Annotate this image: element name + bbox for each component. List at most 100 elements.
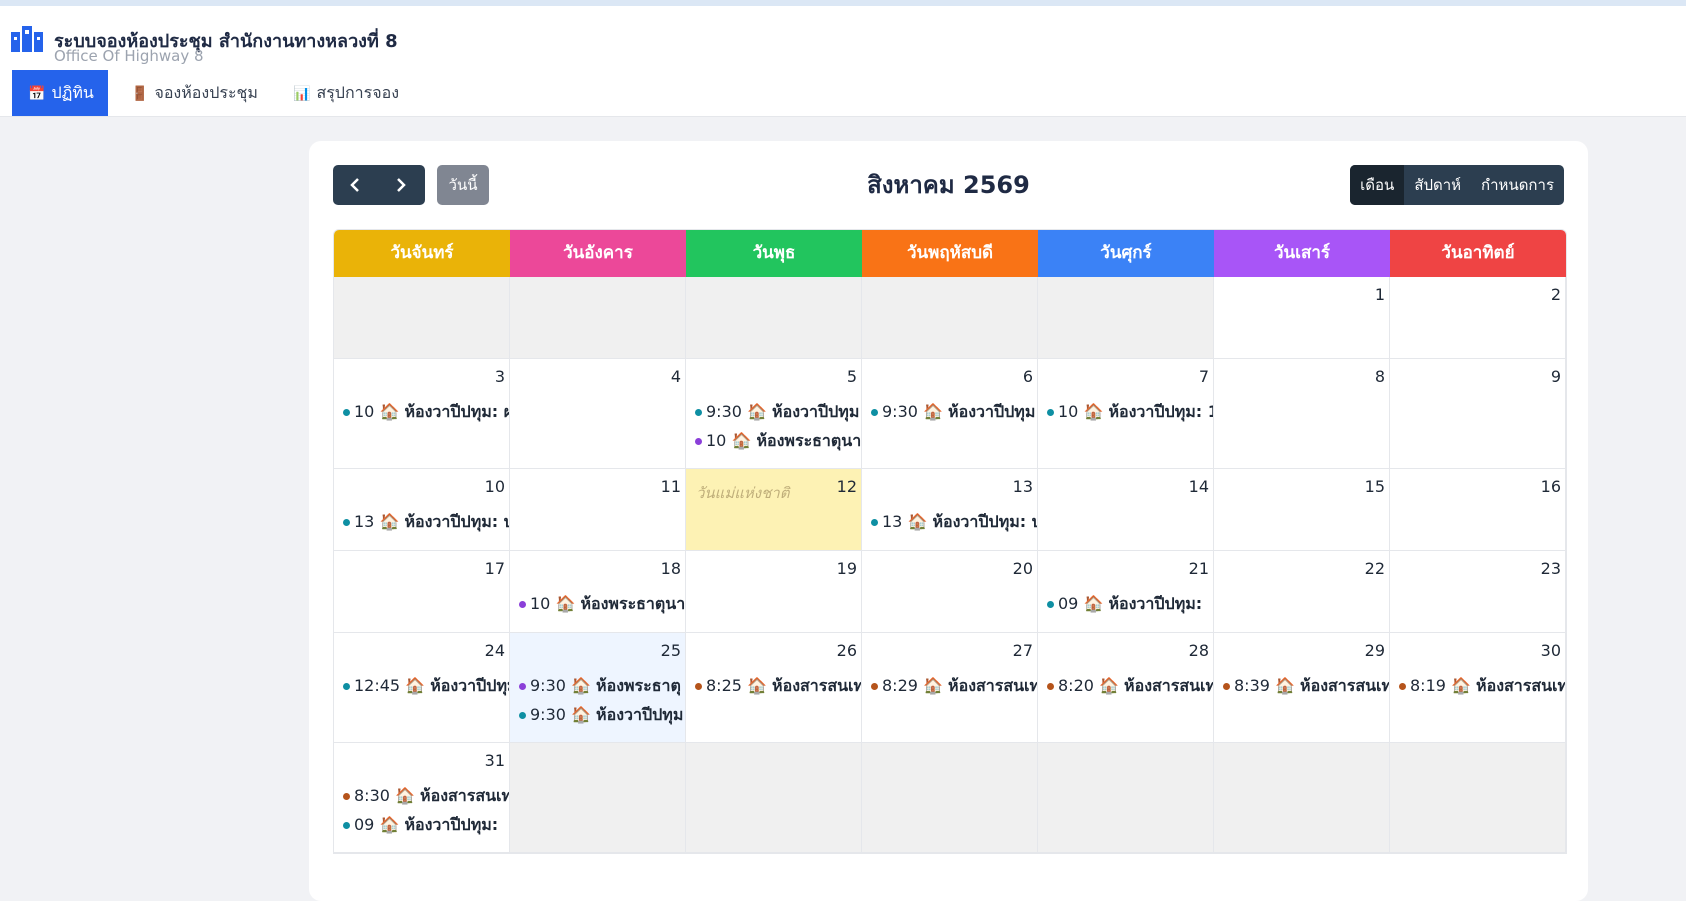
event-dot [519, 601, 526, 608]
nav-tab[interactable]: 🚪 จองห้องประชุม [115, 70, 272, 116]
event-dot [695, 409, 702, 416]
event[interactable]: 10 🏠 ห้องวาปีปทุม: ผ [343, 397, 509, 426]
day-cell[interactable]: 1 [1214, 277, 1390, 359]
event[interactable]: 10 🏠 ห้องวาปีปทุม: 1 [1047, 397, 1213, 426]
event[interactable]: 10 🏠 ห้องพระธาตุนา [519, 589, 685, 618]
event[interactable]: 12:45 🏠 ห้องวาปีปทุม [343, 671, 509, 700]
day-cell[interactable]: 13 13 🏠 ห้องวาปีปทุม: บ [862, 469, 1038, 551]
event-list: 10 🏠 ห้องวาปีปทุม: 1 [1047, 397, 1213, 426]
event-time: 10 [530, 594, 551, 613]
day-cell[interactable]: 29 8:39 🏠 ห้องสารสนเทศ [1214, 633, 1390, 743]
house-icon: 🏠 [1093, 676, 1125, 695]
nav-label[interactable]: สรุปการจอง [316, 83, 400, 102]
view-button[interactable]: กำหนดการ [1481, 176, 1554, 194]
event[interactable]: 8:25 🏠 ห้องสารสนเทศ [695, 671, 861, 700]
day-cell[interactable]: 21 09 🏠 ห้องวาปีปทุม: [1038, 551, 1214, 633]
day-cell [862, 743, 1038, 853]
day-cell[interactable]: 318:30 🏠 ห้องสารสนเทศ09 🏠 ห้องวาปีปทุม: [334, 743, 510, 853]
nav-bar: 📅 ปฏิทิน 🚪 จองห้องประชุม 📊 สรุปการจอง [0, 70, 1686, 117]
day-cell[interactable]: 23 [1390, 551, 1566, 633]
day-cell[interactable]: 24 12:45 🏠 ห้องวาปีปทุม [334, 633, 510, 743]
day-cell[interactable]: 9 [1390, 359, 1566, 469]
view-button[interactable]: เดือน [1350, 165, 1405, 205]
day-cell[interactable]: 20 [862, 551, 1038, 633]
event[interactable]: 8:20 🏠 ห้องสารสนเทศ [1047, 671, 1213, 700]
event-time: 10 [1058, 402, 1079, 421]
weekday-header: วันจันทร์ [334, 230, 510, 277]
day-cell[interactable]: 28 8:20 🏠 ห้องสารสนเทศ [1038, 633, 1214, 743]
day-number: 17 [484, 559, 505, 578]
day-cell[interactable]: 7 10 🏠 ห้องวาปีปทุม: 1 [1038, 359, 1214, 469]
event-list: 8:39 🏠 ห้องสารสนเทศ [1223, 671, 1389, 700]
day-cell[interactable]: 26 8:25 🏠 ห้องสารสนเทศ [686, 633, 862, 743]
day-cell[interactable]: 4 [510, 359, 686, 469]
event-room: ห้องวาปีปทุม [596, 705, 684, 724]
top-bar: ระบบจองห้องประชุม สำนักงานทางหลวงที่ 8 O… [0, 0, 1686, 70]
today-button[interactable]: วันนี้ [437, 165, 489, 205]
event-time: 8:29 [882, 676, 918, 695]
next-button[interactable] [395, 177, 407, 193]
day-cell[interactable]: 18 10 🏠 ห้องพระธาตุนา [510, 551, 686, 633]
event[interactable]: 9:30 🏠 ห้องวาปีปทุม [871, 397, 1037, 426]
house-icon: 🏠 [741, 676, 773, 695]
prev-next-buttons [333, 165, 425, 205]
day-cell[interactable]: 3 10 🏠 ห้องวาปีปทุม: ผ [334, 359, 510, 469]
event-room: ห้องวาปีปทุม: 1 [1108, 402, 1213, 421]
view-button[interactable]: สัปดาห์ [1414, 176, 1462, 194]
event[interactable]: 8:39 🏠 ห้องสารสนเทศ [1223, 671, 1389, 700]
day-cell[interactable]: 25 9:30 🏠 ห้องพระธาตุ 9:30 🏠 ห้องวาปีปทุม [510, 633, 686, 743]
day-cell[interactable]: 12 วันแม่แห่งชาติ [686, 469, 862, 551]
event-dot [871, 683, 878, 690]
day-cell[interactable]: 22 [1214, 551, 1390, 633]
day-cell[interactable]: 6 9:30 🏠 ห้องวาปีปทุม [862, 359, 1038, 469]
event[interactable]: 9:30 🏠 ห้องวาปีปทุม [695, 397, 861, 426]
day-cell[interactable]: 5 9:30 🏠 ห้องวาปีปทุม 10 🏠 ห้องพระธาตุนา [686, 359, 862, 469]
event-list: 9:30 🏠 ห้องวาปีปทุม [871, 397, 1037, 426]
house-icon: 🏠 [374, 402, 405, 421]
nav-tab[interactable]: 📅 ปฏิทิน [12, 70, 108, 116]
event-time: 10 [706, 431, 727, 450]
nav-icon: 📅 [28, 86, 46, 102]
day-cell[interactable]: 17 [334, 551, 510, 633]
day-cell[interactable]: 8 [1214, 359, 1390, 469]
event[interactable]: 09 🏠 ห้องวาปีปทุม: [1047, 589, 1213, 618]
house-icon: 🏠 [917, 402, 949, 421]
event[interactable]: 8:19 🏠 ห้องสารสนเทศ [1399, 671, 1565, 700]
day-number: 27 [1012, 641, 1033, 660]
day-number: 14 [1188, 477, 1209, 496]
event[interactable]: 8:29 🏠 ห้องสารสนเทศ [871, 671, 1037, 700]
event-dot [343, 409, 350, 416]
day-number: 28 [1188, 641, 1209, 660]
day-cell[interactable]: 16 [1390, 469, 1566, 551]
day-number: 30 [1540, 641, 1561, 660]
event[interactable]: 8:30 🏠 ห้องสารสนเทศ [343, 781, 509, 810]
day-number: 4 [670, 367, 681, 386]
day-cell[interactable]: 2 [1390, 277, 1566, 359]
house-icon: 🏠 [741, 402, 773, 421]
nav-label[interactable]: ปฏิทิน [51, 83, 94, 102]
event-dot [1223, 683, 1230, 690]
event-room: ห้องพระธาตุ [596, 676, 681, 695]
event[interactable]: 13 🏠 ห้องวาปีปทุม: บ [343, 507, 509, 536]
day-cell[interactable]: 30 8:19 🏠 ห้องสารสนเทศ [1390, 633, 1566, 743]
day-cell[interactable]: 27 8:29 🏠 ห้องสารสนเทศ [862, 633, 1038, 743]
nav-label[interactable]: จองห้องประชุม [154, 83, 258, 102]
event[interactable]: 09 🏠 ห้องวาปีปทุม: [343, 810, 509, 839]
day-cell[interactable]: 10 13 🏠 ห้องวาปีปทุม: บ [334, 469, 510, 551]
day-cell[interactable]: 11 [510, 469, 686, 551]
event-time: 8:25 [706, 676, 742, 695]
day-cell[interactable]: 15 [1214, 469, 1390, 551]
event[interactable]: 9:30 🏠 ห้องพระธาตุ [519, 671, 685, 700]
event-dot [1047, 683, 1054, 690]
event-dot [343, 793, 350, 800]
prev-button[interactable] [349, 177, 361, 193]
house-icon: 🏠 [917, 676, 949, 695]
weekday-header: วันอาทิตย์ [1390, 230, 1566, 277]
day-cell[interactable]: 19 [686, 551, 862, 633]
event[interactable]: 13 🏠 ห้องวาปีปทุม: บ [871, 507, 1037, 536]
day-cell[interactable]: 14 [1038, 469, 1214, 551]
event-dot [871, 519, 878, 526]
event[interactable]: 10 🏠 ห้องพระธาตุนา [695, 426, 861, 455]
event[interactable]: 9:30 🏠 ห้องวาปีปทุม [519, 700, 685, 729]
nav-tab[interactable]: 📊 สรุปการจอง [277, 70, 413, 116]
